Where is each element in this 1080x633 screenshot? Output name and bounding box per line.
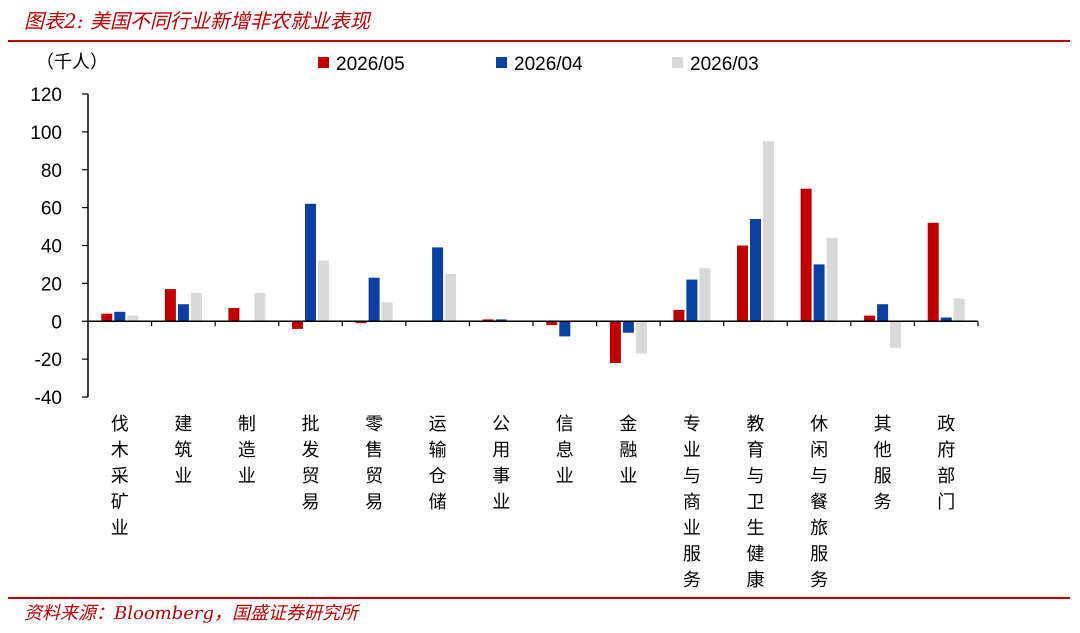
- y-tick-label: 60: [41, 199, 62, 220]
- bar-2026-04-9: [686, 279, 698, 322]
- bar-2026-04-3: [305, 203, 316, 322]
- category-label: 休闲与餐旅服务: [810, 414, 828, 591]
- bar-2026-04-10: [750, 219, 761, 322]
- bar-2026-04-0: [114, 311, 126, 322]
- legend-label: 2026/03: [690, 54, 759, 75]
- bar-2026-05-13: [927, 222, 939, 322]
- legend-swatch: [672, 57, 683, 68]
- category-labels: 伐木采矿业 建筑业 制造业 批发贸易 零售贸易 运输仓储 公用事业 信息业 金融业 专业与商业服务…: [111, 414, 955, 591]
- legend-label: 2026/05: [336, 54, 405, 75]
- category-label: 公用事业: [492, 414, 510, 513]
- legend-swatch: [318, 57, 329, 68]
- bar-2026-03-5: [445, 273, 457, 322]
- y-tick-label: 120: [30, 85, 62, 106]
- bar-2026-03-1: [190, 292, 202, 322]
- bar-2026-05-1: [164, 289, 176, 322]
- y-tick-label: -20: [35, 350, 62, 371]
- source-note: 资料来源：Bloomberg，国盛证券研究所: [24, 603, 359, 624]
- category-label: 政府部门: [937, 414, 955, 513]
- category-label: 信息业: [556, 414, 574, 487]
- bar-2026-04-5: [432, 247, 444, 322]
- bar-2026-04-12: [877, 304, 889, 322]
- bar-2026-04-4: [368, 277, 380, 322]
- bar-2026-03-10: [763, 141, 774, 322]
- y-axis: -40 -20 0 20 40 60 80 100 120: [30, 85, 89, 409]
- bar-2026-05-4: [355, 321, 367, 324]
- bar-2026-05-12: [864, 315, 876, 322]
- bar-2026-03-0: [127, 315, 139, 322]
- figure-title: 图表2: 美国不同行业新增非农就业表现: [24, 9, 370, 33]
- bar-2026-03-11: [826, 237, 838, 322]
- bar-2026-05-2: [228, 308, 240, 322]
- bar-2026-03-2: [254, 292, 266, 322]
- bar-2026-04-1: [177, 304, 189, 322]
- bar-2026-05-7: [546, 321, 558, 326]
- bar-2026-05-9: [673, 309, 685, 322]
- bar-2026-05-0: [101, 313, 113, 322]
- bar-2026-03-3: [318, 260, 329, 322]
- category-label: 教育与卫生健康: [747, 414, 765, 591]
- legend: 2026/05 2026/04 2026/03: [318, 54, 759, 75]
- category-label: 金融业: [619, 414, 637, 487]
- bar-2026-05-6: [482, 319, 494, 322]
- bar-2026-05-11: [800, 188, 812, 322]
- y-tick-label: 40: [41, 237, 62, 258]
- category-label: 运输仓储: [429, 414, 447, 513]
- legend-swatch: [496, 57, 507, 68]
- bar-2026-04-6: [495, 319, 507, 322]
- category-label: 零售贸易: [365, 414, 383, 513]
- bar-2026-04-7: [559, 321, 571, 337]
- y-tick-label: 80: [41, 161, 62, 182]
- bar-2026-05-3: [292, 321, 303, 329]
- bars: [101, 141, 965, 363]
- bar-2026-03-8: [635, 321, 647, 354]
- top-rule: [8, 40, 1070, 42]
- category-label: 建筑业: [174, 414, 192, 487]
- bar-2026-03-9: [699, 268, 711, 322]
- category-label: 伐木采矿业: [111, 414, 129, 539]
- bar-2026-04-11: [813, 264, 825, 322]
- bottom-rule: [8, 597, 1070, 599]
- y-tick-label: 20: [41, 274, 62, 295]
- bar-2026-05-8: [609, 321, 621, 363]
- y-tick-label: 0: [51, 312, 62, 333]
- category-label: 制造业: [238, 414, 256, 487]
- y-unit-label: （千人）: [36, 52, 108, 73]
- y-tick-label: -40: [35, 388, 62, 409]
- category-label: 批发贸易: [302, 414, 320, 513]
- bar-2026-05-10: [737, 245, 748, 322]
- x-axis: [88, 320, 979, 327]
- legend-label: 2026/04: [514, 54, 583, 75]
- bar-2026-04-8: [622, 321, 634, 333]
- category-label: 专业与商业服务: [683, 414, 701, 591]
- bar-2026-03-13: [953, 298, 965, 322]
- y-tick-label: 100: [30, 123, 62, 144]
- category-label: 其他服务: [874, 414, 892, 513]
- bar-2026-03-4: [381, 302, 393, 322]
- bar-2026-04-13: [940, 317, 952, 322]
- bar-2026-03-12: [890, 321, 902, 348]
